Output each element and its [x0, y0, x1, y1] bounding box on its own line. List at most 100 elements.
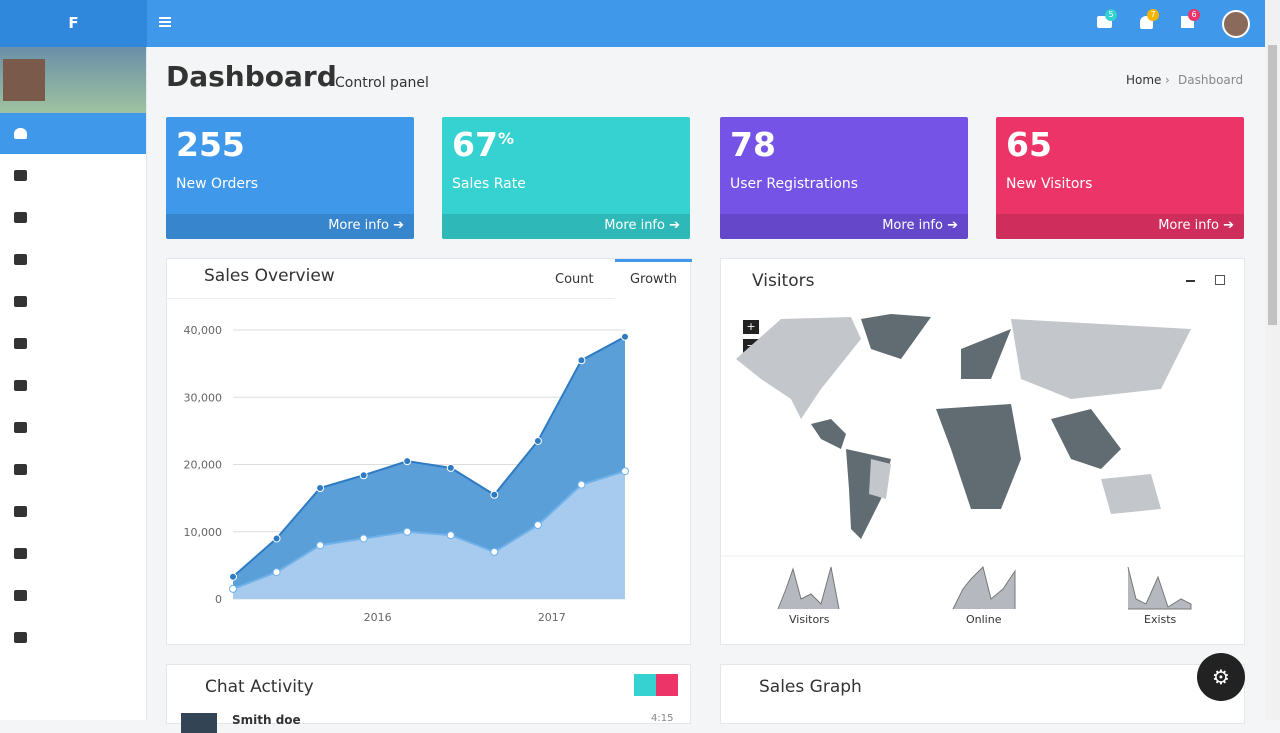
- link-text[interactable]: More info: [1158, 218, 1219, 233]
- panel-title: Visitors: [752, 271, 815, 291]
- topbar: 5 7 6: [147, 0, 1265, 47]
- data-point: [272, 568, 281, 577]
- sidebar: [0, 47, 147, 720]
- area: [233, 471, 625, 599]
- nav-icon[interactable]: [14, 506, 27, 517]
- link-text[interactable]: More info: [604, 218, 665, 233]
- area-line: [232, 470, 626, 590]
- data-point: [446, 463, 455, 472]
- data-point: [621, 467, 629, 476]
- stat-value: 65: [1006, 125, 1052, 164]
- data-point: [577, 356, 586, 365]
- data-point: [359, 534, 368, 543]
- chat-panel: Chat Activity Smith doe 4:15: [166, 664, 691, 733]
- world-map: [721, 314, 1246, 610]
- data-point: [403, 457, 412, 466]
- chat-name: Smith doe: [232, 713, 301, 727]
- nav-icon[interactable]: [14, 464, 27, 475]
- data-point: [316, 484, 325, 493]
- area-line: [232, 335, 626, 578]
- nav-icon[interactable]: [14, 170, 27, 181]
- australia: [1101, 474, 1161, 514]
- sparkline: [952, 566, 1016, 610]
- breadcrumb-link[interactable]: Home: [1126, 73, 1162, 87]
- more-info-link[interactable]: More info ➔: [166, 214, 414, 239]
- data-point: [577, 480, 586, 489]
- africa: [936, 404, 1021, 509]
- breadcrumb-separator: ›: [1165, 73, 1170, 87]
- central-america: [811, 419, 846, 449]
- panel-title: Chat Activity: [205, 677, 314, 697]
- logo[interactable]: F: [0, 0, 147, 47]
- sparkline: [777, 566, 840, 610]
- more-info-link[interactable]: More info ➔: [720, 214, 968, 239]
- brazil: [869, 459, 891, 499]
- data-point: [359, 471, 368, 480]
- data-point: [533, 521, 542, 530]
- sparkline-label: Visitors: [789, 613, 830, 626]
- toggle-button[interactable]: [656, 674, 678, 696]
- nav-icon[interactable]: [14, 338, 27, 349]
- scrollbar[interactable]: [1265, 0, 1280, 720]
- data-point: [229, 584, 237, 593]
- nav-icon[interactable]: [14, 212, 27, 223]
- sales-overview-panel: Sales Overview Count Growth 0 10,000 20,00…: [166, 258, 692, 645]
- stat-value: 78: [730, 125, 776, 164]
- badge: 6: [1188, 9, 1200, 21]
- greenland: [861, 314, 931, 359]
- data-point: [446, 531, 455, 540]
- nav-icon[interactable]: [14, 548, 27, 559]
- sparkline-label: Exists: [1144, 613, 1177, 626]
- stat-box: 255 New Orders More info ➔: [166, 117, 414, 239]
- more-info-link[interactable]: More info ➔: [442, 214, 690, 239]
- more-info-link[interactable]: More info ➔: [996, 214, 1244, 239]
- data-point: [490, 547, 499, 556]
- link-text[interactable]: More info: [328, 218, 389, 233]
- data-point: [490, 490, 499, 499]
- stat-suffix: %: [497, 129, 514, 148]
- menu-toggle[interactable]: [159, 17, 171, 27]
- nav-icon[interactable]: [14, 632, 27, 643]
- stat-label: Sales Rate: [452, 176, 526, 192]
- area-chart: 0 10,000 20,000 30,000 40,000 2016 2017: [184, 324, 629, 624]
- badge: 7: [1147, 9, 1159, 21]
- user-avatar[interactable]: [1222, 10, 1250, 38]
- page-subtitle: Control panel: [335, 75, 429, 91]
- north-america: [736, 317, 861, 419]
- nav-icon[interactable]: [14, 422, 27, 433]
- nav-icon[interactable]: [14, 254, 27, 265]
- tab[interactable]: Count: [555, 272, 594, 287]
- visitors-panel: Visitors + − Visitors Online Exists: [720, 258, 1246, 645]
- active-menu-item[interactable]: [0, 113, 146, 154]
- nav-icon[interactable]: [14, 296, 27, 307]
- data-point: [229, 572, 237, 581]
- toggle-button[interactable]: [634, 674, 656, 696]
- sales-graph-panel: Sales Graph: [720, 664, 1245, 724]
- stat-label: New Visitors: [1006, 176, 1093, 192]
- stat-value: 255: [176, 125, 245, 164]
- settings-button[interactable]: ⚙: [1197, 653, 1245, 701]
- y-tick-label: 30,000: [184, 391, 223, 404]
- stat-value: 67: [452, 125, 498, 164]
- calendar-button[interactable]: [1215, 275, 1225, 285]
- breadcrumb-current: Dashboard: [1178, 73, 1244, 87]
- nav-icon[interactable]: [14, 380, 27, 391]
- zoom-in[interactable]: +: [743, 320, 759, 334]
- tab-active[interactable]: Growth: [615, 259, 692, 299]
- collapse-button[interactable]: [1186, 280, 1195, 282]
- europe: [961, 329, 1011, 379]
- badge: 5: [1105, 9, 1117, 21]
- y-tick-label: 40,000: [184, 324, 223, 337]
- asia: [1011, 319, 1191, 399]
- stat-box: 78 User Registrations More info ➔: [720, 117, 968, 239]
- data-point: [621, 332, 629, 341]
- link-text[interactable]: More info: [882, 218, 943, 233]
- panel-title: Sales Graph: [759, 677, 862, 697]
- panel-title: Sales Overview: [204, 266, 335, 286]
- y-tick-label: 0: [215, 593, 222, 606]
- sparkline: [1127, 566, 1192, 610]
- south-asia: [1051, 409, 1121, 469]
- nav-icon[interactable]: [14, 590, 27, 601]
- profile-banner: [0, 47, 146, 113]
